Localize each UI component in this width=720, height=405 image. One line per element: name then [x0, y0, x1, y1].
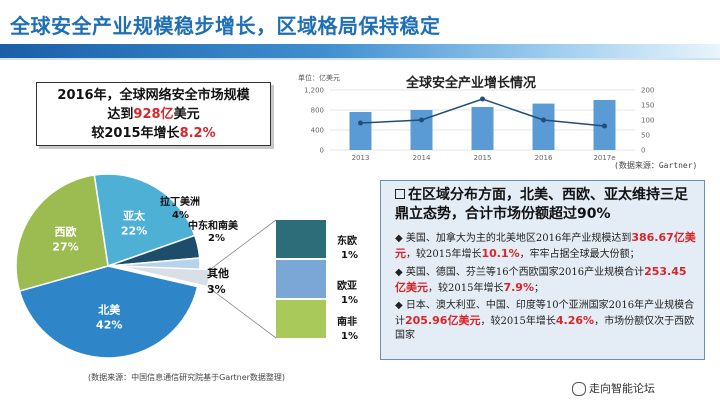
bullet-text: ，较2015年增长 [480, 315, 556, 327]
diamond-bullet-icon: ◆ [395, 267, 403, 278]
region-bullets: ◆ 美国、加拿大为主的北美地区2016年产业规模达到386.67亿美元，较201… [395, 231, 697, 347]
bar-y-tick-label: 0 [320, 147, 324, 155]
bullet-text: 日本、澳大利亚、中国、印度等10个亚洲国家2016年产业规模合计 [395, 300, 695, 327]
region-title: 在区域分布方面，北美、西欧、亚太维持三足鼎立态势，合计市场份额超过90% [395, 186, 695, 224]
pie-slice-value: 22% [121, 225, 147, 238]
breakdown-label-eurasia: 欧亚 [337, 281, 357, 292]
pie-label-latin-america: 拉丁美洲 [160, 197, 200, 208]
bar-chart-unit-label: 单位：亿美元 [298, 73, 340, 82]
pie-value-other: 3% [207, 283, 226, 296]
breakdown-label-east-europe: 东欧 [337, 236, 357, 247]
pie-slice-value: 42% [96, 319, 122, 332]
breakdown-label-south-africa: 南非 [337, 317, 357, 328]
bar-y2-tick-label: 200 [641, 87, 654, 95]
growth-point [541, 117, 546, 123]
footer-logo: 走向智能论坛 [572, 380, 655, 396]
pie-value-latin-america: 4% [172, 210, 189, 221]
title-bar [0, 44, 720, 58]
bullet-text: 美国、加拿大为主的北美地区2016年产业规模达到 [405, 233, 632, 244]
bar-chart-title: 全球安全产业增长情况 [406, 76, 537, 91]
headline-market-size: 928亿 [133, 107, 174, 122]
pie-slice-label: 北美 [98, 303, 121, 317]
headline-line-2-pre: 达到 [107, 107, 134, 122]
bar-y2-tick-label: 50 [641, 132, 650, 140]
headline-line-3: 较2015年增长8.2% [37, 124, 270, 143]
pie-slice [93, 173, 196, 268]
bullet-amount: 205.96亿美元 [405, 313, 481, 327]
diamond-bullet-icon: ◆ [395, 233, 403, 244]
bullet-text: 英国、德国、芬兰等16个西欧国家2016产业规模合计 [405, 267, 645, 278]
bar-x-tick-label: 2016 [535, 154, 553, 162]
pie-value-middle-east: 2% [208, 233, 225, 244]
headline-line-2: 达到928亿美元 [37, 105, 270, 124]
pie-slice [18, 265, 199, 359]
footer-logo-text: 走向智能论坛 [589, 382, 655, 395]
growth-point [602, 123, 607, 129]
pie-chart-source: (数据来源：中国信息通信研究院基于Gartner数据整理) [88, 373, 286, 382]
bullet-growth: 7.9% [503, 280, 534, 294]
pie-slice-label: 亚太 [123, 209, 146, 223]
bullet-amount: 253.45亿美元 [395, 265, 687, 294]
bar-y2-tick-label: 0 [641, 147, 645, 155]
bullet-text: ，较2015年增长 [406, 248, 482, 260]
bullet-text: ，牢牢占据全球最大份额； [519, 248, 640, 260]
wechat-icon [572, 382, 586, 396]
bullet-text: ，较2015年增长 [428, 282, 504, 294]
region-summary-box: 在区域分布方面，北美、西欧、亚太维持三足鼎立态势，合计市场份额超过90% ◆ 美… [380, 180, 705, 360]
breakdown-value-south-africa: 1% [341, 331, 358, 342]
bar [471, 107, 494, 150]
pie-slice-value: 27% [52, 241, 78, 254]
pie-slice-label: 西欧 [54, 225, 76, 239]
bar-x-tick-label: 2017e [593, 154, 615, 162]
bullet-text: ； [533, 282, 544, 294]
bullet-growth: 4.26% [555, 313, 595, 327]
pie-label-middle-east: 中东和南美 [188, 221, 238, 232]
region-title-text: 在区域分布方面，北美、西欧、亚太维持三足鼎立态势，合计市场份额超过90% [395, 187, 688, 222]
breakdown-value-eurasia: 1% [341, 295, 358, 306]
bullet-text: ，市场份额仅次于西欧国家 [395, 315, 695, 342]
pie-chart: 北美 42% 西欧 27% 亚太 22% [15, 173, 326, 359]
bar-y2-tick-label: 100 [641, 117, 654, 125]
square-bullet-icon [395, 189, 405, 199]
bar-x-tick-label: 2014 [413, 154, 431, 162]
bar-y-tick-label: 800 [311, 107, 324, 115]
region-bullet-north-america: ◆ 美国、加拿大为主的北美地区2016年产业规模达到386.67亿美元，较201… [395, 231, 697, 262]
growth-point [419, 117, 424, 123]
breakdown-connector [207, 286, 277, 339]
bullet-amount: 386.67亿美元 [395, 231, 696, 260]
pie-label-other: 其他 [207, 267, 229, 280]
pie-slice [117, 265, 211, 288]
bar-x-tick-label: 2015 [474, 154, 492, 162]
bar-y2-tick-label: 150 [641, 102, 654, 110]
slide-title: 全球安全产业规模稳步增长，区域格局保持稳定 [10, 14, 441, 38]
bar-x-tick-label: 2013 [352, 154, 370, 162]
headline-line-1: 2016年，全球网络安全市场规模 [57, 88, 250, 103]
headline-line-3-pre: 较2015年增长 [91, 126, 180, 141]
growth-point [480, 96, 485, 102]
growth-point [358, 120, 363, 126]
diamond-bullet-icon: ◆ [395, 300, 403, 311]
breakdown-segment [276, 220, 326, 258]
pie-slice [15, 174, 109, 292]
breakdown-value-east-europe: 1% [341, 250, 358, 261]
bar-chart-source: (数据来源：Gartner) [614, 161, 698, 170]
bar-chart: 单位：亿美元 1,200 800 400 0 200 150 100 50 0 2013 2014 2… [298, 73, 654, 162]
bar-y-tick-label: 400 [311, 127, 324, 135]
bar [410, 110, 433, 150]
region-bullet-west-europe: ◆ 英国、德国、芬兰等16个西欧国家2016产业规模合计253.45亿美元，较2… [395, 265, 697, 296]
headline-line-2-post: 美元 [173, 107, 200, 122]
bar [532, 103, 555, 150]
bar-y-tick-label: 1,200 [304, 87, 324, 95]
bar [349, 112, 372, 150]
title-divider [0, 58, 720, 60]
headline-box: 2016年，全球网络安全市场规模 达到928亿美元 较2015年增长8.2% [36, 82, 271, 146]
breakdown-segment [276, 260, 326, 298]
region-bullet-asia: ◆ 日本、澳大利亚、中国、印度等10个亚洲国家2016年产业规模合计205.96… [395, 299, 697, 344]
breakdown-segment [276, 300, 326, 338]
bullet-growth: 10.1% [481, 246, 520, 260]
breakdown-connector [209, 219, 277, 270]
headline-growth: 8.2% [179, 126, 216, 141]
